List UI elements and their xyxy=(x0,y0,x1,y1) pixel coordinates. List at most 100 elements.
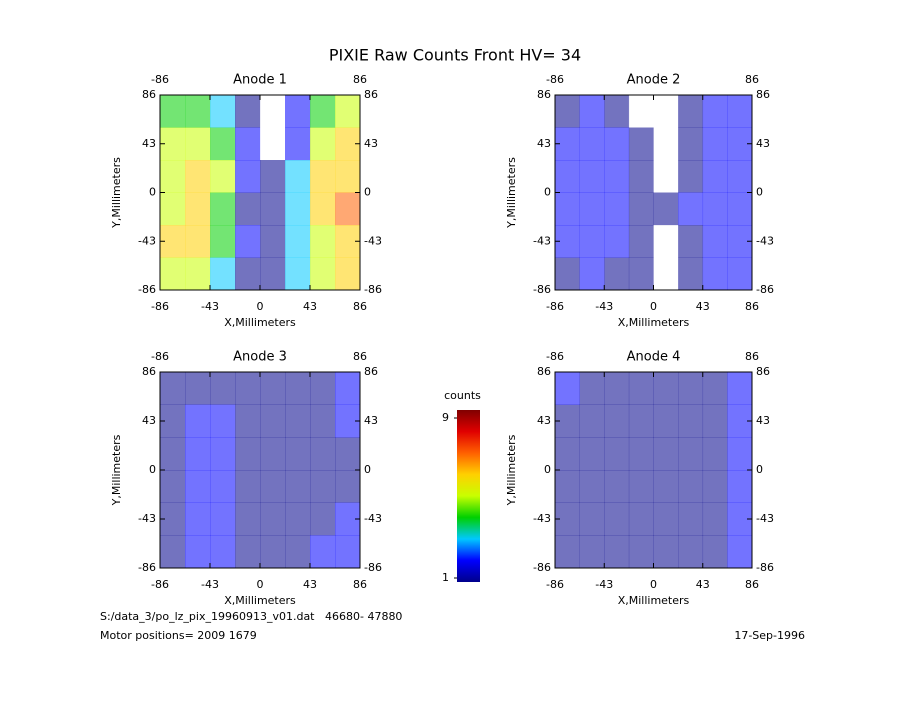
heat-cell xyxy=(628,160,654,193)
heat-cell xyxy=(185,404,211,438)
y-tick-label: 43 xyxy=(756,137,770,150)
heat-cell xyxy=(310,95,336,128)
x-tick-label: 86 xyxy=(353,578,367,591)
heat-cell xyxy=(604,127,630,161)
panel-title: Anode 2 xyxy=(627,73,681,88)
heat-cell xyxy=(210,192,236,226)
top-tick-label: -86 xyxy=(546,73,564,86)
x-tick-label: -43 xyxy=(595,578,613,591)
heat-cell xyxy=(285,502,311,536)
colorbar-tick-label: 9 xyxy=(442,411,449,424)
x-axis-label: X,Millimeters xyxy=(224,316,296,329)
heat-cell xyxy=(185,160,211,193)
y-tick-label: 86 xyxy=(756,365,770,378)
heat-cell xyxy=(555,437,580,471)
heat-cell xyxy=(653,535,679,569)
heat-cell xyxy=(310,372,336,405)
heat-cell xyxy=(260,502,286,536)
heat-cell xyxy=(285,225,311,258)
heat-cell xyxy=(702,95,728,128)
heat-cell xyxy=(335,437,361,471)
y-tick-label: 43 xyxy=(537,137,551,150)
heat-cell xyxy=(702,437,728,471)
heat-cell xyxy=(653,437,679,471)
heat-cell xyxy=(628,192,654,226)
y-tick-label: -86 xyxy=(533,283,551,296)
heat-cell xyxy=(210,372,236,405)
heat-cell xyxy=(235,127,261,161)
y-axis-label: Y,Millimeters xyxy=(505,434,518,506)
heat-cell xyxy=(235,225,261,258)
y-tick-label: -43 xyxy=(364,512,382,525)
x-tick-label: 43 xyxy=(303,578,317,591)
heat-cell xyxy=(235,404,261,438)
y-tick-label: 0 xyxy=(364,186,371,199)
y-tick-label: -43 xyxy=(756,234,774,247)
heat-cell xyxy=(285,470,311,503)
heat-cell xyxy=(628,95,654,128)
y-tick-label: 0 xyxy=(756,463,763,476)
heat-cell xyxy=(604,372,630,405)
heat-cell xyxy=(160,257,186,291)
heat-cell xyxy=(260,535,286,569)
heat-cell xyxy=(285,95,311,128)
x-tick-label: 0 xyxy=(257,300,264,313)
y-axis-label: Y,Millimeters xyxy=(110,157,123,229)
heat-cell xyxy=(653,470,679,503)
heat-cell xyxy=(653,95,679,128)
heat-cell xyxy=(678,404,704,438)
heat-cell xyxy=(653,257,679,291)
heat-cell xyxy=(235,372,261,405)
heat-cell xyxy=(604,535,630,569)
y-tick-label: 43 xyxy=(364,137,378,150)
x-tick-label: 86 xyxy=(745,578,759,591)
heat-cell xyxy=(555,160,580,193)
x-axis-label: X,Millimeters xyxy=(224,594,296,607)
heat-cell xyxy=(210,535,236,569)
heat-cell xyxy=(210,257,236,291)
heat-cell xyxy=(678,192,704,226)
heat-cell xyxy=(604,225,630,258)
y-tick-label: 86 xyxy=(364,88,378,101)
panel-title: Anode 3 xyxy=(233,350,287,365)
heat-cell xyxy=(260,437,286,471)
y-tick-label: 86 xyxy=(142,365,156,378)
y-tick-label: 86 xyxy=(537,365,551,378)
x-tick-label: -43 xyxy=(595,300,613,313)
heat-cell xyxy=(555,257,580,291)
heat-cell xyxy=(653,160,679,193)
heat-cell xyxy=(160,535,186,569)
heat-cell xyxy=(210,160,236,193)
heat-cell xyxy=(702,127,728,161)
heat-cell xyxy=(579,225,605,258)
heat-cell xyxy=(185,257,211,291)
heat-cell xyxy=(702,404,728,438)
heat-cell xyxy=(579,404,605,438)
heat-cell xyxy=(160,372,186,405)
heat-cell xyxy=(604,192,630,226)
x-tick-label: 86 xyxy=(353,300,367,313)
heat-cell xyxy=(579,160,605,193)
y-tick-label: 43 xyxy=(364,414,378,427)
y-tick-label: -43 xyxy=(533,512,551,525)
chart-title: PIXIE Raw Counts Front HV= 34 xyxy=(329,46,581,65)
heat-cell xyxy=(628,127,654,161)
heat-cell xyxy=(310,437,336,471)
y-tick-label: -86 xyxy=(756,561,774,574)
date-label: 17-Sep-1996 xyxy=(734,629,805,642)
heat-cell xyxy=(678,257,704,291)
heat-cell xyxy=(260,127,286,161)
y-tick-label: -43 xyxy=(533,234,551,247)
heat-cell xyxy=(310,192,336,226)
heat-cell xyxy=(653,225,679,258)
heat-cell xyxy=(678,160,704,193)
heat-cell xyxy=(702,372,728,405)
heat-cell xyxy=(727,257,753,291)
heat-cell xyxy=(260,160,286,193)
x-tick-label: 0 xyxy=(650,300,657,313)
y-tick-label: -86 xyxy=(138,283,156,296)
heat-cell xyxy=(310,470,336,503)
x-tick-label: -43 xyxy=(201,578,219,591)
heat-cell xyxy=(653,404,679,438)
